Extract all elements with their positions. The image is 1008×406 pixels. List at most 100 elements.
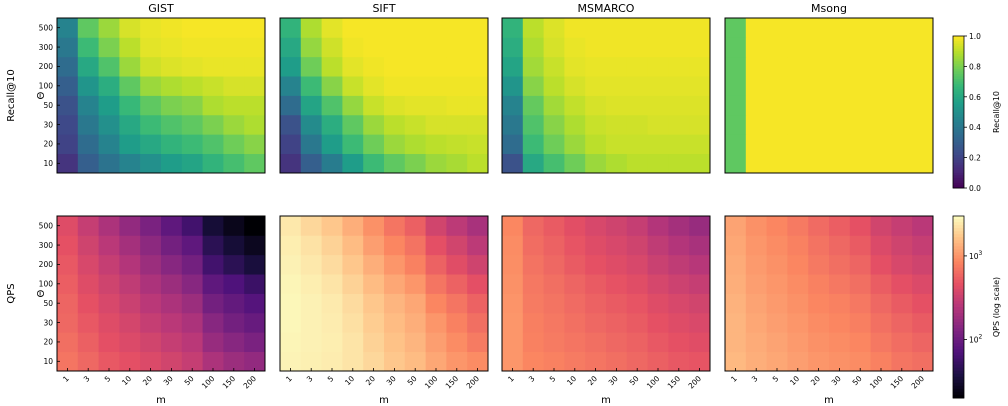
- heatmap-cell: [912, 235, 934, 256]
- x-tick-label: 200: [910, 374, 927, 391]
- heatmap-cell: [300, 332, 322, 353]
- heatmap-cell: [57, 332, 79, 353]
- heatmap-cell: [181, 114, 203, 135]
- heatmap-cell: [647, 254, 669, 275]
- colorbar-segment: [953, 157, 964, 161]
- colorbar-segment: [953, 285, 964, 290]
- heatmap-cell: [300, 56, 322, 77]
- heatmap-cell: [543, 312, 565, 333]
- heatmap-cell: [404, 312, 426, 333]
- x-tick-label: 100: [423, 374, 440, 391]
- heatmap-cell: [384, 216, 406, 236]
- heatmap-cell: [564, 56, 586, 77]
- heatmap-cell: [522, 235, 544, 256]
- heatmap-cell: [766, 153, 788, 174]
- colorbar-segment: [953, 313, 964, 317]
- heatmap-cell: [522, 56, 544, 77]
- heatmap-cell: [870, 254, 892, 275]
- panel-title: SIFT: [372, 2, 395, 15]
- heatmap-cell: [808, 312, 830, 333]
- heatmap-cell: [363, 216, 385, 236]
- y-tick-label: 200: [39, 62, 54, 71]
- heatmap-cell: [564, 37, 586, 58]
- heatmap-cell: [787, 134, 809, 155]
- heatmap-cell: [564, 76, 586, 96]
- heatmap-cell: [766, 76, 788, 96]
- heatmap-cell: [787, 235, 809, 256]
- heatmap-cell: [467, 312, 489, 333]
- heatmap-cell: [280, 216, 302, 236]
- heatmap-cell: [689, 76, 711, 96]
- heatmap-cell: [77, 351, 99, 372]
- heatmap-cell: [77, 235, 99, 256]
- colorbar-segment: [953, 134, 964, 138]
- x-tick-label: 10: [788, 374, 801, 387]
- heatmap-cell: [404, 114, 426, 135]
- heatmap-cell: [425, 134, 447, 155]
- heatmap-cell: [384, 95, 406, 116]
- heatmap-cell: [647, 274, 669, 294]
- heatmap-cell: [891, 312, 913, 333]
- y-tick-label: 300: [39, 241, 54, 250]
- colorbar-segment: [953, 352, 964, 357]
- colorbar-segment: [953, 391, 964, 396]
- heatmap-cell: [161, 254, 183, 275]
- colorbar-segment: [953, 273, 964, 278]
- heatmap-cell: [140, 134, 162, 155]
- heatmap-cell: [384, 18, 406, 38]
- heatmap-cell: [161, 95, 183, 116]
- heatmap-cell: [140, 37, 162, 58]
- colorbar-segment: [953, 216, 964, 220]
- heatmap-cell: [77, 114, 99, 135]
- heatmap-cell: [725, 56, 747, 77]
- heatmap-cell: [522, 351, 544, 372]
- heatmap-cell: [829, 18, 851, 38]
- row-label: Recall@10: [6, 69, 17, 122]
- colorbar-segment: [953, 367, 964, 372]
- colorbar-segment: [953, 234, 964, 238]
- heatmap-cell: [342, 351, 364, 372]
- heatmap-cell: [787, 18, 809, 38]
- heatmap-cell: [564, 332, 586, 353]
- heatmap-cell: [829, 274, 851, 294]
- heatmap-cell: [181, 153, 203, 174]
- heatmap-cell: [119, 37, 141, 58]
- heatmap-cell: [140, 312, 162, 333]
- heatmap-cell: [181, 293, 203, 314]
- heatmap-cell: [849, 293, 871, 314]
- colorbar-segment: [953, 167, 964, 171]
- heatmap-cell: [606, 153, 628, 174]
- heatmap-cell: [522, 332, 544, 353]
- x-tick-label: 5: [326, 374, 336, 384]
- colorbar-segment: [953, 170, 964, 174]
- heatmap-cell: [891, 254, 913, 275]
- heatmap-cell: [564, 235, 586, 256]
- heatmap-cell: [119, 235, 141, 256]
- heatmap-cell: [467, 332, 489, 353]
- heatmap-cell: [502, 95, 524, 116]
- heatmap-cell: [223, 18, 245, 38]
- heatmap-cell: [98, 37, 120, 58]
- heatmap-cell: [280, 153, 302, 174]
- heatmap-cell: [585, 216, 607, 236]
- heatmap-cell: [244, 351, 266, 372]
- heatmap-cell: [829, 254, 851, 275]
- heatmap-cell: [244, 235, 266, 256]
- heatmap-cell: [668, 235, 690, 256]
- heatmap-cell: [522, 114, 544, 135]
- y-axis-label: Θ: [36, 289, 47, 297]
- heatmap-cell: [446, 293, 468, 314]
- heatmap-cell: [870, 153, 892, 174]
- heatmap-cell: [891, 56, 913, 77]
- heatmap-cell: [57, 293, 79, 314]
- heatmap-cell: [321, 56, 343, 77]
- colorbar-segment: [953, 74, 964, 78]
- colorbar-segment: [953, 162, 964, 166]
- heatmap-cell: [425, 254, 447, 275]
- heatmap-cell: [244, 216, 266, 236]
- heatmap-cell: [425, 351, 447, 372]
- heatmap-cell: [647, 332, 669, 353]
- heatmap-cell: [77, 134, 99, 155]
- colorbar-segment: [953, 331, 964, 335]
- colorbar-segment: [953, 182, 964, 186]
